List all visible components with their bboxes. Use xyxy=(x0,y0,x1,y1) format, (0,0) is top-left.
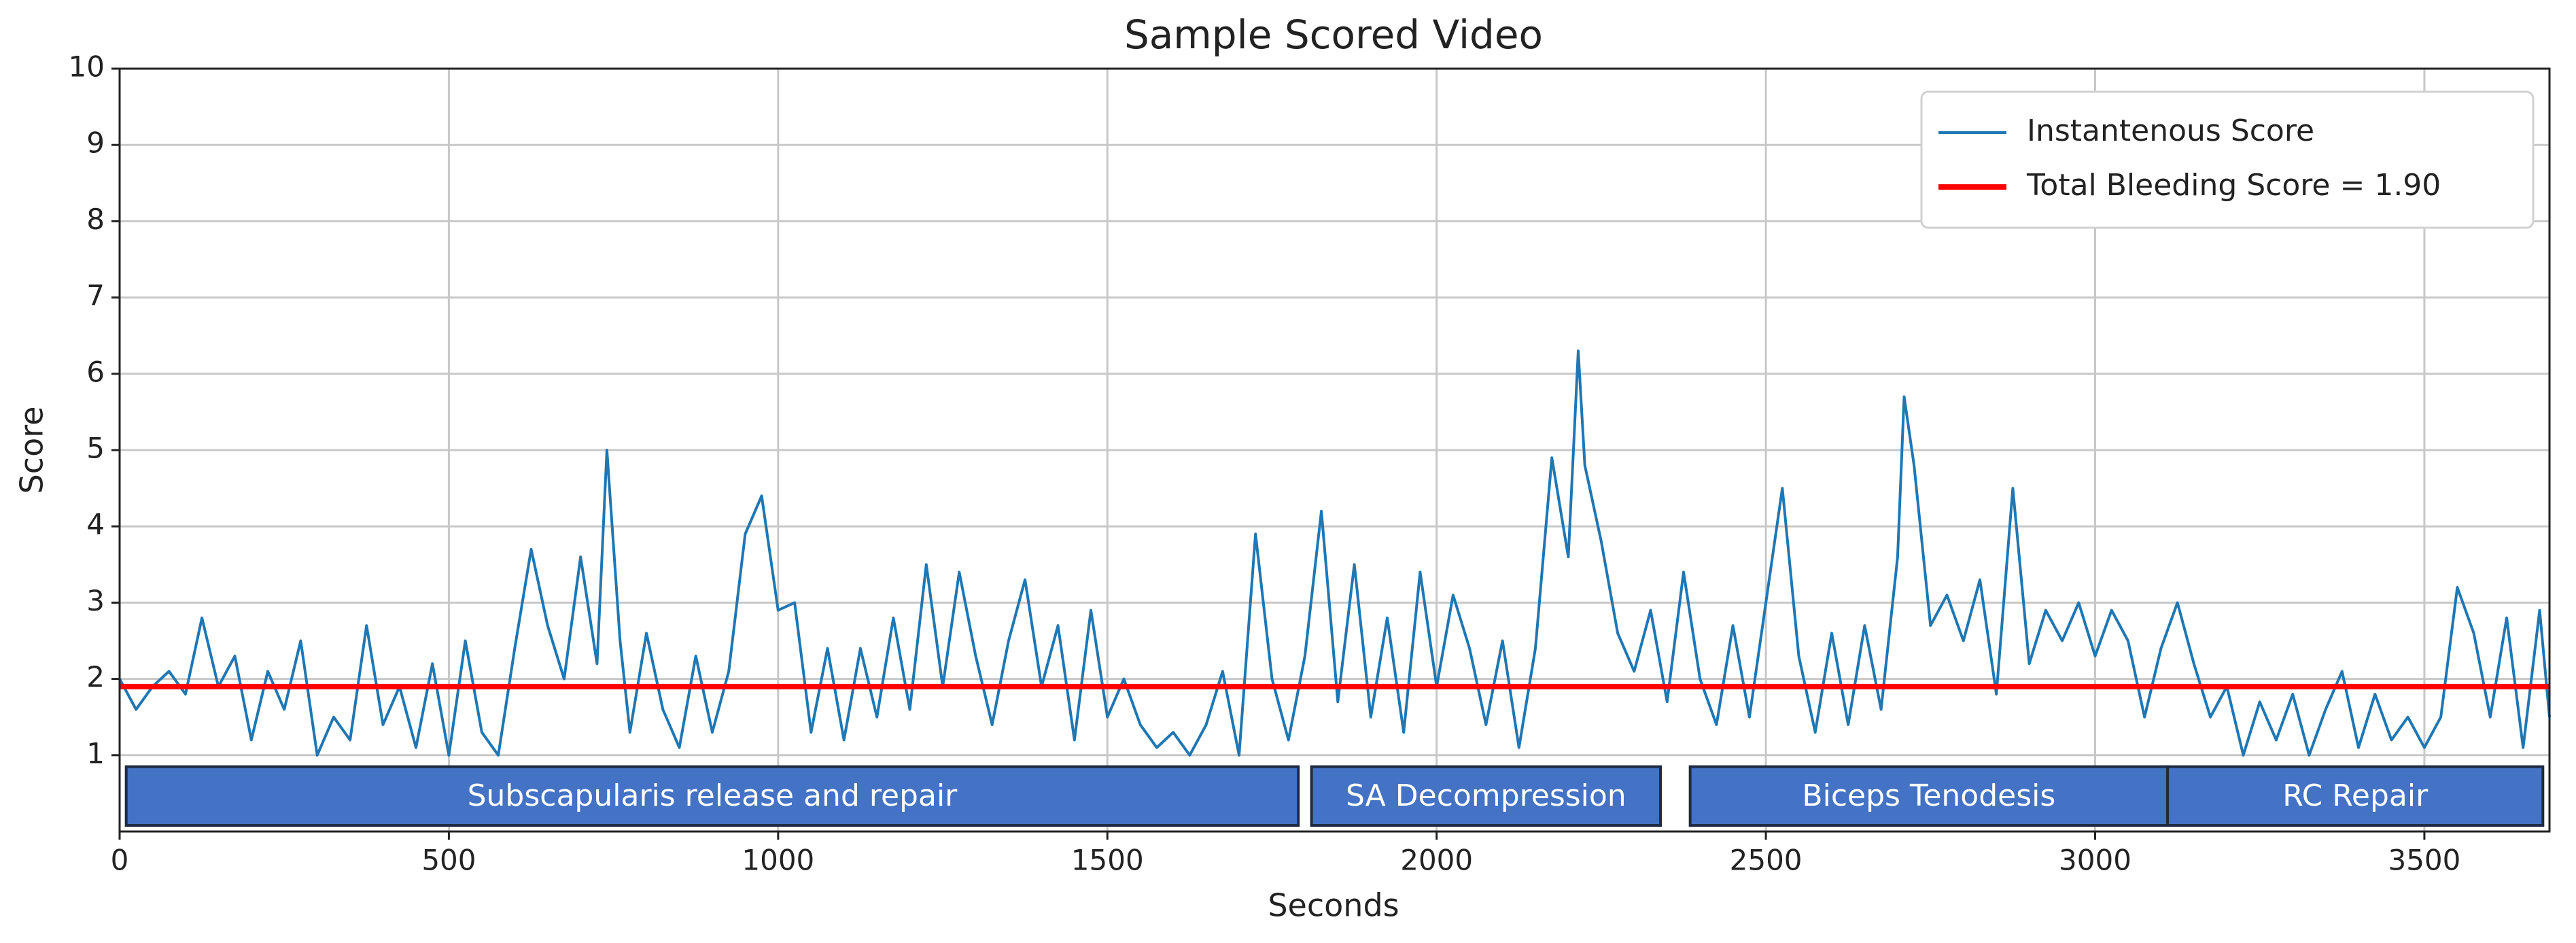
chart-title: Sample Scored Video xyxy=(1124,12,1543,58)
x-tick-label: 1000 xyxy=(742,844,814,877)
y-tick-label: 4 xyxy=(86,508,105,541)
phase-bar xyxy=(2166,765,2545,827)
phase-label: SA Decompression xyxy=(1346,778,1626,813)
x-tick-label: 3000 xyxy=(2059,844,2131,877)
y-tick-label: 7 xyxy=(86,279,105,312)
data-line xyxy=(118,349,2551,757)
legend-label: Total Bleeding Score = 1.90 xyxy=(2026,168,2441,203)
phase-label: Subscapularis release and repair xyxy=(468,778,958,813)
y-tick-label: 5 xyxy=(86,432,105,465)
y-tick-label: 6 xyxy=(86,355,105,388)
x-tick-label: 0 xyxy=(111,844,129,877)
y-tick-label: 1 xyxy=(86,736,105,770)
phase-bar xyxy=(1310,765,1663,827)
x-tick-label: 2000 xyxy=(1400,844,1473,877)
x-axis-label: Seconds xyxy=(1268,887,1399,924)
phase-label: RC Repair xyxy=(2282,778,2429,813)
legend-box xyxy=(1920,90,2535,229)
x-tick-label: 3500 xyxy=(2388,844,2460,877)
y-tick-label: 8 xyxy=(86,203,105,236)
x-tick-label: 2500 xyxy=(1730,844,1803,877)
y-tick-label: 2 xyxy=(86,660,105,693)
phase-bar xyxy=(124,765,1300,827)
x-tick-label: 500 xyxy=(421,844,476,877)
phase-bar xyxy=(1688,765,2170,827)
y-tick-label: 9 xyxy=(86,126,105,160)
legend-label: Instantenous Score xyxy=(2027,114,2314,148)
phase-label: Biceps Tenodesis xyxy=(1802,778,2055,813)
y-tick-label: 3 xyxy=(86,584,105,617)
y-tick-label: 10 xyxy=(69,50,105,84)
plot-frame xyxy=(118,67,2551,833)
y-axis-label: Score xyxy=(14,407,50,494)
x-tick-label: 1500 xyxy=(1071,844,1144,877)
